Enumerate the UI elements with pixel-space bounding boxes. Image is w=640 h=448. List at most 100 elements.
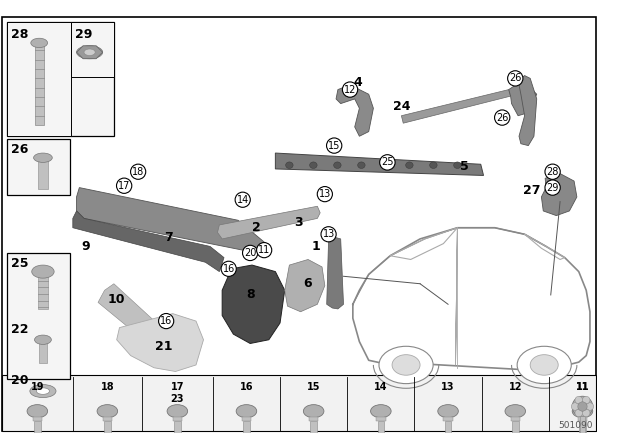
- Ellipse shape: [429, 162, 437, 168]
- Bar: [71, 22, 114, 77]
- Polygon shape: [509, 80, 537, 116]
- Bar: [8, 22, 114, 136]
- Bar: [242, 417, 251, 421]
- Text: 501090: 501090: [558, 421, 593, 430]
- Text: 17: 17: [118, 181, 131, 191]
- Bar: [309, 417, 318, 421]
- Ellipse shape: [35, 335, 51, 345]
- Text: 25: 25: [381, 157, 394, 168]
- Ellipse shape: [635, 393, 640, 409]
- Polygon shape: [518, 76, 537, 146]
- Bar: [378, 421, 384, 439]
- Text: 20: 20: [12, 374, 29, 387]
- Polygon shape: [336, 85, 373, 136]
- Bar: [34, 421, 40, 439]
- Bar: [8, 253, 70, 379]
- Ellipse shape: [285, 162, 293, 168]
- Polygon shape: [353, 228, 590, 370]
- Text: 24: 24: [392, 100, 410, 113]
- Ellipse shape: [381, 162, 389, 168]
- Ellipse shape: [77, 46, 102, 59]
- Text: 13: 13: [319, 189, 331, 199]
- Bar: [310, 421, 317, 439]
- Ellipse shape: [530, 355, 558, 375]
- Ellipse shape: [438, 405, 458, 418]
- Text: 6: 6: [304, 277, 312, 290]
- Ellipse shape: [406, 162, 413, 168]
- Bar: [102, 417, 112, 421]
- Ellipse shape: [97, 405, 118, 418]
- Bar: [376, 417, 385, 421]
- Circle shape: [575, 396, 582, 404]
- Text: 12: 12: [344, 85, 356, 95]
- Bar: [444, 417, 452, 421]
- Text: 11: 11: [576, 382, 589, 392]
- Polygon shape: [218, 206, 320, 239]
- Polygon shape: [77, 188, 269, 256]
- Text: 5: 5: [461, 159, 469, 172]
- Bar: [8, 139, 70, 195]
- Polygon shape: [401, 90, 511, 123]
- Bar: [33, 417, 42, 421]
- Ellipse shape: [505, 405, 525, 418]
- Ellipse shape: [379, 346, 433, 383]
- Text: 9: 9: [81, 240, 90, 253]
- Text: 18: 18: [132, 167, 144, 177]
- Ellipse shape: [236, 405, 257, 418]
- Text: 22: 22: [12, 323, 29, 336]
- Ellipse shape: [454, 162, 461, 168]
- Polygon shape: [285, 259, 325, 312]
- Ellipse shape: [30, 384, 56, 398]
- Bar: [39, 343, 47, 363]
- Circle shape: [586, 403, 594, 410]
- Bar: [637, 405, 640, 422]
- Polygon shape: [275, 153, 484, 176]
- Ellipse shape: [310, 162, 317, 168]
- Bar: [173, 417, 182, 421]
- Polygon shape: [98, 284, 182, 358]
- Text: 12: 12: [509, 382, 522, 392]
- Ellipse shape: [572, 405, 593, 418]
- Bar: [243, 421, 250, 439]
- Text: 4: 4: [353, 76, 362, 89]
- Bar: [511, 417, 520, 421]
- Text: 13: 13: [442, 382, 455, 392]
- Text: 25: 25: [12, 257, 29, 270]
- Ellipse shape: [27, 405, 47, 418]
- Bar: [512, 421, 518, 439]
- Text: 28: 28: [547, 167, 559, 177]
- Circle shape: [575, 409, 582, 417]
- Text: 17
23: 17 23: [171, 382, 184, 404]
- Ellipse shape: [392, 355, 420, 375]
- Bar: [104, 421, 111, 439]
- Circle shape: [572, 403, 579, 410]
- Text: 26: 26: [496, 112, 508, 123]
- Polygon shape: [326, 237, 344, 309]
- Text: 16: 16: [160, 316, 172, 326]
- Circle shape: [582, 409, 590, 417]
- Ellipse shape: [167, 405, 188, 418]
- Polygon shape: [73, 211, 224, 271]
- Bar: [580, 416, 586, 433]
- Polygon shape: [222, 265, 285, 344]
- Bar: [445, 421, 451, 439]
- Text: 29: 29: [75, 28, 92, 41]
- Text: 28: 28: [12, 28, 29, 41]
- Text: 27: 27: [524, 184, 541, 197]
- Ellipse shape: [34, 153, 52, 162]
- Text: 1: 1: [311, 240, 320, 253]
- Text: 8: 8: [246, 289, 255, 302]
- Text: 16: 16: [223, 264, 235, 274]
- Bar: [2, 375, 596, 431]
- Ellipse shape: [572, 396, 593, 417]
- Ellipse shape: [303, 405, 324, 418]
- Text: 18: 18: [100, 382, 114, 392]
- Bar: [35, 43, 44, 125]
- Polygon shape: [541, 173, 577, 215]
- Text: 26: 26: [509, 73, 522, 83]
- Bar: [38, 276, 47, 309]
- Text: 20: 20: [244, 248, 257, 258]
- Circle shape: [582, 396, 590, 404]
- Ellipse shape: [637, 405, 640, 418]
- Bar: [38, 160, 47, 189]
